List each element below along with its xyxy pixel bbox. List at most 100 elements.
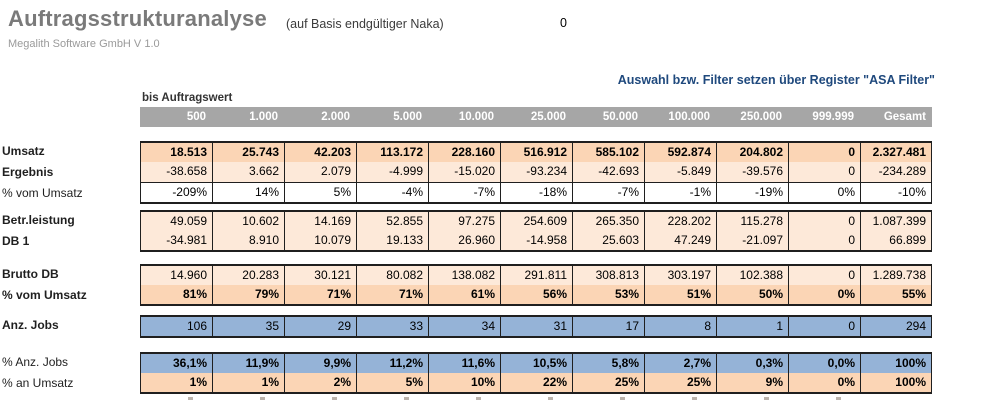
column-header-cell[interactable]: 500 bbox=[140, 107, 212, 127]
value-cell[interactable]: 5,8% bbox=[572, 352, 644, 374]
value-cell[interactable]: 106 bbox=[140, 315, 212, 338]
value-cell[interactable]: 22% bbox=[500, 373, 572, 394]
value-cell[interactable]: 19.133 bbox=[356, 231, 428, 252]
value-cell[interactable]: 0 bbox=[788, 141, 860, 163]
value-cell[interactable]: -209% bbox=[140, 183, 212, 204]
column-header-cell[interactable]: Gesamt bbox=[860, 107, 932, 127]
value-cell[interactable]: 61% bbox=[428, 285, 500, 306]
value-cell[interactable]: 42.203 bbox=[284, 141, 356, 163]
value-cell[interactable]: 294 bbox=[860, 315, 932, 338]
value-cell[interactable]: 204.802 bbox=[716, 141, 788, 163]
value-cell[interactable]: 265.350 bbox=[572, 210, 644, 232]
value-cell[interactable]: 102.388 bbox=[716, 264, 788, 286]
value-cell[interactable]: 20.283 bbox=[212, 264, 284, 286]
column-header-cell[interactable]: 1.000 bbox=[212, 107, 284, 127]
column-header-cell[interactable]: 10.000 bbox=[428, 107, 500, 127]
value-cell[interactable]: 79% bbox=[212, 285, 284, 306]
value-cell[interactable]: 17 bbox=[572, 315, 644, 338]
value-cell[interactable]: 11,9% bbox=[212, 352, 284, 374]
row-label[interactable]: Betr.leistung bbox=[2, 213, 75, 227]
value-cell[interactable]: 0 bbox=[788, 210, 860, 232]
value-cell[interactable]: -93.234 bbox=[500, 162, 572, 183]
value-cell[interactable]: -38.658 bbox=[140, 162, 212, 183]
value-cell[interactable]: 26.960 bbox=[428, 231, 500, 252]
value-cell[interactable]: 1.289.738 bbox=[860, 264, 932, 286]
row-label[interactable]: % vom Umsatz bbox=[2, 186, 83, 200]
value-cell[interactable]: 585.102 bbox=[572, 141, 644, 163]
column-header-cell[interactable]: 50.000 bbox=[572, 107, 644, 127]
row-label[interactable]: Ergebnis bbox=[2, 165, 54, 179]
value-cell[interactable]: -1% bbox=[644, 183, 716, 204]
value-cell[interactable]: 1 bbox=[716, 315, 788, 338]
column-header-cell[interactable]: 999.999 bbox=[788, 107, 860, 127]
row-label[interactable]: % an Umsatz bbox=[2, 376, 74, 390]
value-cell[interactable]: 25% bbox=[644, 373, 716, 394]
value-cell[interactable]: 2% bbox=[284, 373, 356, 394]
value-cell[interactable]: 228.202 bbox=[644, 210, 716, 232]
value-cell[interactable]: 80.082 bbox=[356, 264, 428, 286]
value-cell[interactable]: 0 bbox=[788, 231, 860, 252]
value-cell[interactable]: -19% bbox=[716, 183, 788, 204]
value-cell[interactable]: -4% bbox=[356, 183, 428, 204]
row-label[interactable]: Anz. Jobs bbox=[2, 318, 59, 332]
value-cell[interactable]: 138.082 bbox=[428, 264, 500, 286]
value-cell[interactable]: 0% bbox=[788, 285, 860, 306]
value-cell[interactable]: 36,1% bbox=[140, 352, 212, 374]
value-cell[interactable]: 308.813 bbox=[572, 264, 644, 286]
value-cell[interactable]: 53% bbox=[572, 285, 644, 306]
value-cell[interactable]: 29 bbox=[284, 315, 356, 338]
row-label[interactable]: % vom Umsatz bbox=[2, 288, 87, 302]
value-cell[interactable]: 10% bbox=[428, 373, 500, 394]
value-cell[interactable]: 0 bbox=[788, 264, 860, 286]
value-cell[interactable]: 1% bbox=[140, 373, 212, 394]
value-cell[interactable]: 100% bbox=[860, 352, 932, 374]
value-cell[interactable]: 14% bbox=[212, 183, 284, 204]
value-cell[interactable]: 18.513 bbox=[140, 141, 212, 163]
value-cell[interactable]: 2.327.481 bbox=[860, 141, 932, 163]
value-cell[interactable]: 51% bbox=[644, 285, 716, 306]
value-cell[interactable]: 30.121 bbox=[284, 264, 356, 286]
value-cell[interactable]: -5.849 bbox=[644, 162, 716, 183]
row-label[interactable]: % Anz. Jobs bbox=[2, 355, 69, 369]
value-cell[interactable]: 2,7% bbox=[644, 352, 716, 374]
value-cell[interactable]: 8 bbox=[644, 315, 716, 338]
value-cell[interactable]: 0 bbox=[788, 315, 860, 338]
value-cell[interactable]: 49.059 bbox=[140, 210, 212, 232]
value-cell[interactable]: 9% bbox=[716, 373, 788, 394]
value-cell[interactable]: -7% bbox=[428, 183, 500, 204]
value-cell[interactable]: 5% bbox=[284, 183, 356, 204]
value-cell[interactable]: 0% bbox=[788, 183, 860, 204]
value-cell[interactable]: 291.811 bbox=[500, 264, 572, 286]
value-cell[interactable]: 47.249 bbox=[644, 231, 716, 252]
value-cell[interactable]: -39.576 bbox=[716, 162, 788, 183]
value-cell[interactable]: -14.958 bbox=[500, 231, 572, 252]
row-label[interactable]: Umsatz bbox=[2, 144, 45, 158]
value-cell[interactable]: 0,3% bbox=[716, 352, 788, 374]
value-cell[interactable]: -4.999 bbox=[356, 162, 428, 183]
value-cell[interactable]: 228.160 bbox=[428, 141, 500, 163]
value-cell[interactable]: 56% bbox=[500, 285, 572, 306]
value-cell[interactable]: 254.609 bbox=[500, 210, 572, 232]
value-cell[interactable]: 11,2% bbox=[356, 352, 428, 374]
row-label[interactable]: DB 1 bbox=[2, 234, 30, 248]
value-cell[interactable]: 0% bbox=[788, 373, 860, 394]
value-cell[interactable]: 71% bbox=[356, 285, 428, 306]
value-cell[interactable]: 3.662 bbox=[212, 162, 284, 183]
value-cell[interactable]: 14.169 bbox=[284, 210, 356, 232]
value-cell[interactable]: -15.020 bbox=[428, 162, 500, 183]
value-cell[interactable]: 10.602 bbox=[212, 210, 284, 232]
value-cell[interactable]: 113.172 bbox=[356, 141, 428, 163]
value-cell[interactable]: 115.278 bbox=[716, 210, 788, 232]
value-cell[interactable]: -18% bbox=[500, 183, 572, 204]
value-cell[interactable]: 34 bbox=[428, 315, 500, 338]
value-cell[interactable]: 5% bbox=[356, 373, 428, 394]
value-cell[interactable]: 1% bbox=[212, 373, 284, 394]
column-header-cell[interactable]: 100.000 bbox=[644, 107, 716, 127]
value-cell[interactable]: 50% bbox=[716, 285, 788, 306]
value-cell[interactable]: 66.899 bbox=[860, 231, 932, 252]
value-cell[interactable]: -21.097 bbox=[716, 231, 788, 252]
value-cell[interactable]: 303.197 bbox=[644, 264, 716, 286]
row-label[interactable]: Brutto DB bbox=[2, 267, 59, 281]
value-cell[interactable]: 592.874 bbox=[644, 141, 716, 163]
value-cell[interactable]: 35 bbox=[212, 315, 284, 338]
